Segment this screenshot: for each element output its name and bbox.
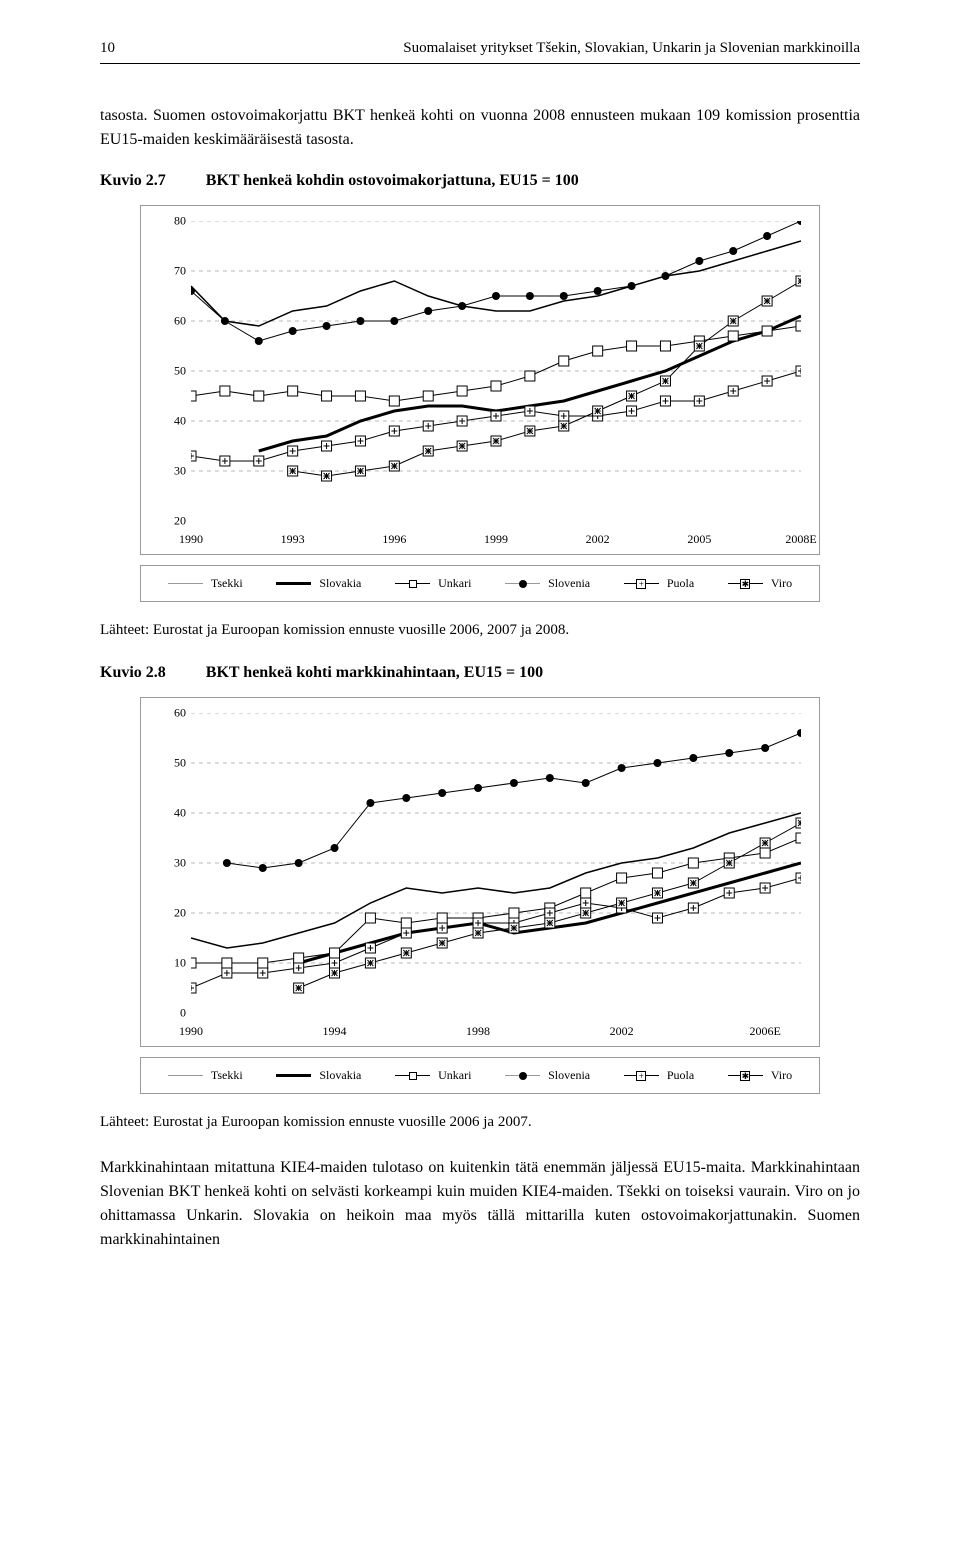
figure-heading-2: Kuvio 2.8 BKT henkeä kohti markkinahinta… [100, 664, 860, 682]
closing-paragraph: Markkinahintaan mitattuna KIE4-maiden tu… [100, 1156, 860, 1252]
legend-label: Unkari [438, 576, 471, 591]
x-tick-label: 1993 [281, 532, 305, 547]
legend-label: Unkari [438, 1068, 471, 1083]
chart-1-source: Lähteet: Eurostat ja Euroopan komission … [100, 622, 860, 639]
x-tick-label: 2008E [785, 532, 816, 547]
y-tick-label: 30 [156, 464, 186, 479]
legend-item: ✱ Viro [728, 576, 792, 591]
legend-item: Slovakia [276, 576, 361, 591]
y-tick-label: 40 [156, 806, 186, 821]
legend-item: Slovenia [505, 576, 590, 591]
x-tick-label: 1990 [179, 1024, 203, 1039]
x-tick-label: 1999 [484, 532, 508, 547]
legend-label: Slovakia [319, 576, 361, 591]
figure-title: BKT henkeä kohti markkinahintaan, EU15 =… [206, 664, 543, 682]
page-header: 10 Suomalaiset yritykset Tšekin, Slovaki… [100, 40, 860, 64]
figure-label: Kuvio 2.7 [100, 172, 166, 190]
legend-label: Tsekki [211, 1068, 243, 1083]
y-tick-label: 60 [156, 314, 186, 329]
legend-item: Slovakia [276, 1068, 361, 1083]
y-tick-label: 70 [156, 264, 186, 279]
legend-item: ✱ Viro [728, 1068, 792, 1083]
chart-2: 0 10 20 30 40 50 60 1990 1994 1998 2002 2006E Tsekk… [140, 697, 820, 1094]
chart-2-legend: Tsekki Slovakia Unkari Slovenia + Puola … [140, 1057, 820, 1094]
y-tick-label: 0 [156, 1006, 186, 1021]
page-number: 10 [100, 40, 115, 57]
legend-item: Slovenia [505, 1068, 590, 1083]
legend-label: Slovenia [548, 1068, 590, 1083]
legend-label: Viro [771, 1068, 792, 1083]
legend-label: Slovenia [548, 576, 590, 591]
figure-heading-1: Kuvio 2.7 BKT henkeä kohdin ostovoimakor… [100, 172, 860, 190]
y-tick-label: 30 [156, 856, 186, 871]
legend-item: + Puola [624, 576, 694, 591]
x-tick-label: 2005 [687, 532, 711, 547]
x-tick-label: 1990 [179, 532, 203, 547]
y-tick-label: 80 [156, 214, 186, 229]
x-tick-label: 1994 [323, 1024, 347, 1039]
legend-item: Tsekki [168, 1068, 243, 1083]
y-tick-label: 60 [156, 706, 186, 721]
x-tick-label: 2006E [749, 1024, 780, 1039]
y-tick-label: 20 [156, 906, 186, 921]
legend-item: Tsekki [168, 576, 243, 591]
x-tick-label: 1996 [382, 532, 406, 547]
legend-label: Tsekki [211, 576, 243, 591]
legend-label: Viro [771, 576, 792, 591]
legend-label: Puola [667, 576, 694, 591]
x-tick-label: 1998 [466, 1024, 490, 1039]
legend-label: Slovakia [319, 1068, 361, 1083]
legend-item: Unkari [395, 576, 471, 591]
x-tick-label: 2002 [610, 1024, 634, 1039]
y-tick-label: 40 [156, 414, 186, 429]
figure-label: Kuvio 2.8 [100, 664, 166, 682]
intro-paragraph: tasosta. Suomen ostovoimakorjattu BKT he… [100, 104, 860, 152]
y-tick-label: 20 [156, 514, 186, 529]
figure-title: BKT henkeä kohdin ostovoimakorjattuna, E… [206, 172, 579, 190]
running-title: Suomalaiset yritykset Tšekin, Slovakian,… [403, 40, 860, 57]
legend-label: Puola [667, 1068, 694, 1083]
y-tick-label: 50 [156, 364, 186, 379]
legend-item: Unkari [395, 1068, 471, 1083]
y-tick-label: 10 [156, 956, 186, 971]
x-tick-label: 2002 [586, 532, 610, 547]
legend-item: + Puola [624, 1068, 694, 1083]
chart-1-legend: Tsekki Slovakia Unkari Slovenia + Puola … [140, 565, 820, 602]
y-tick-label: 50 [156, 756, 186, 771]
chart-2-source: Lähteet: Eurostat ja Euroopan komission … [100, 1114, 860, 1131]
chart-1: 20 30 40 50 60 70 80 1990 1993 1996 1999 2002 2005 20… [140, 205, 820, 602]
